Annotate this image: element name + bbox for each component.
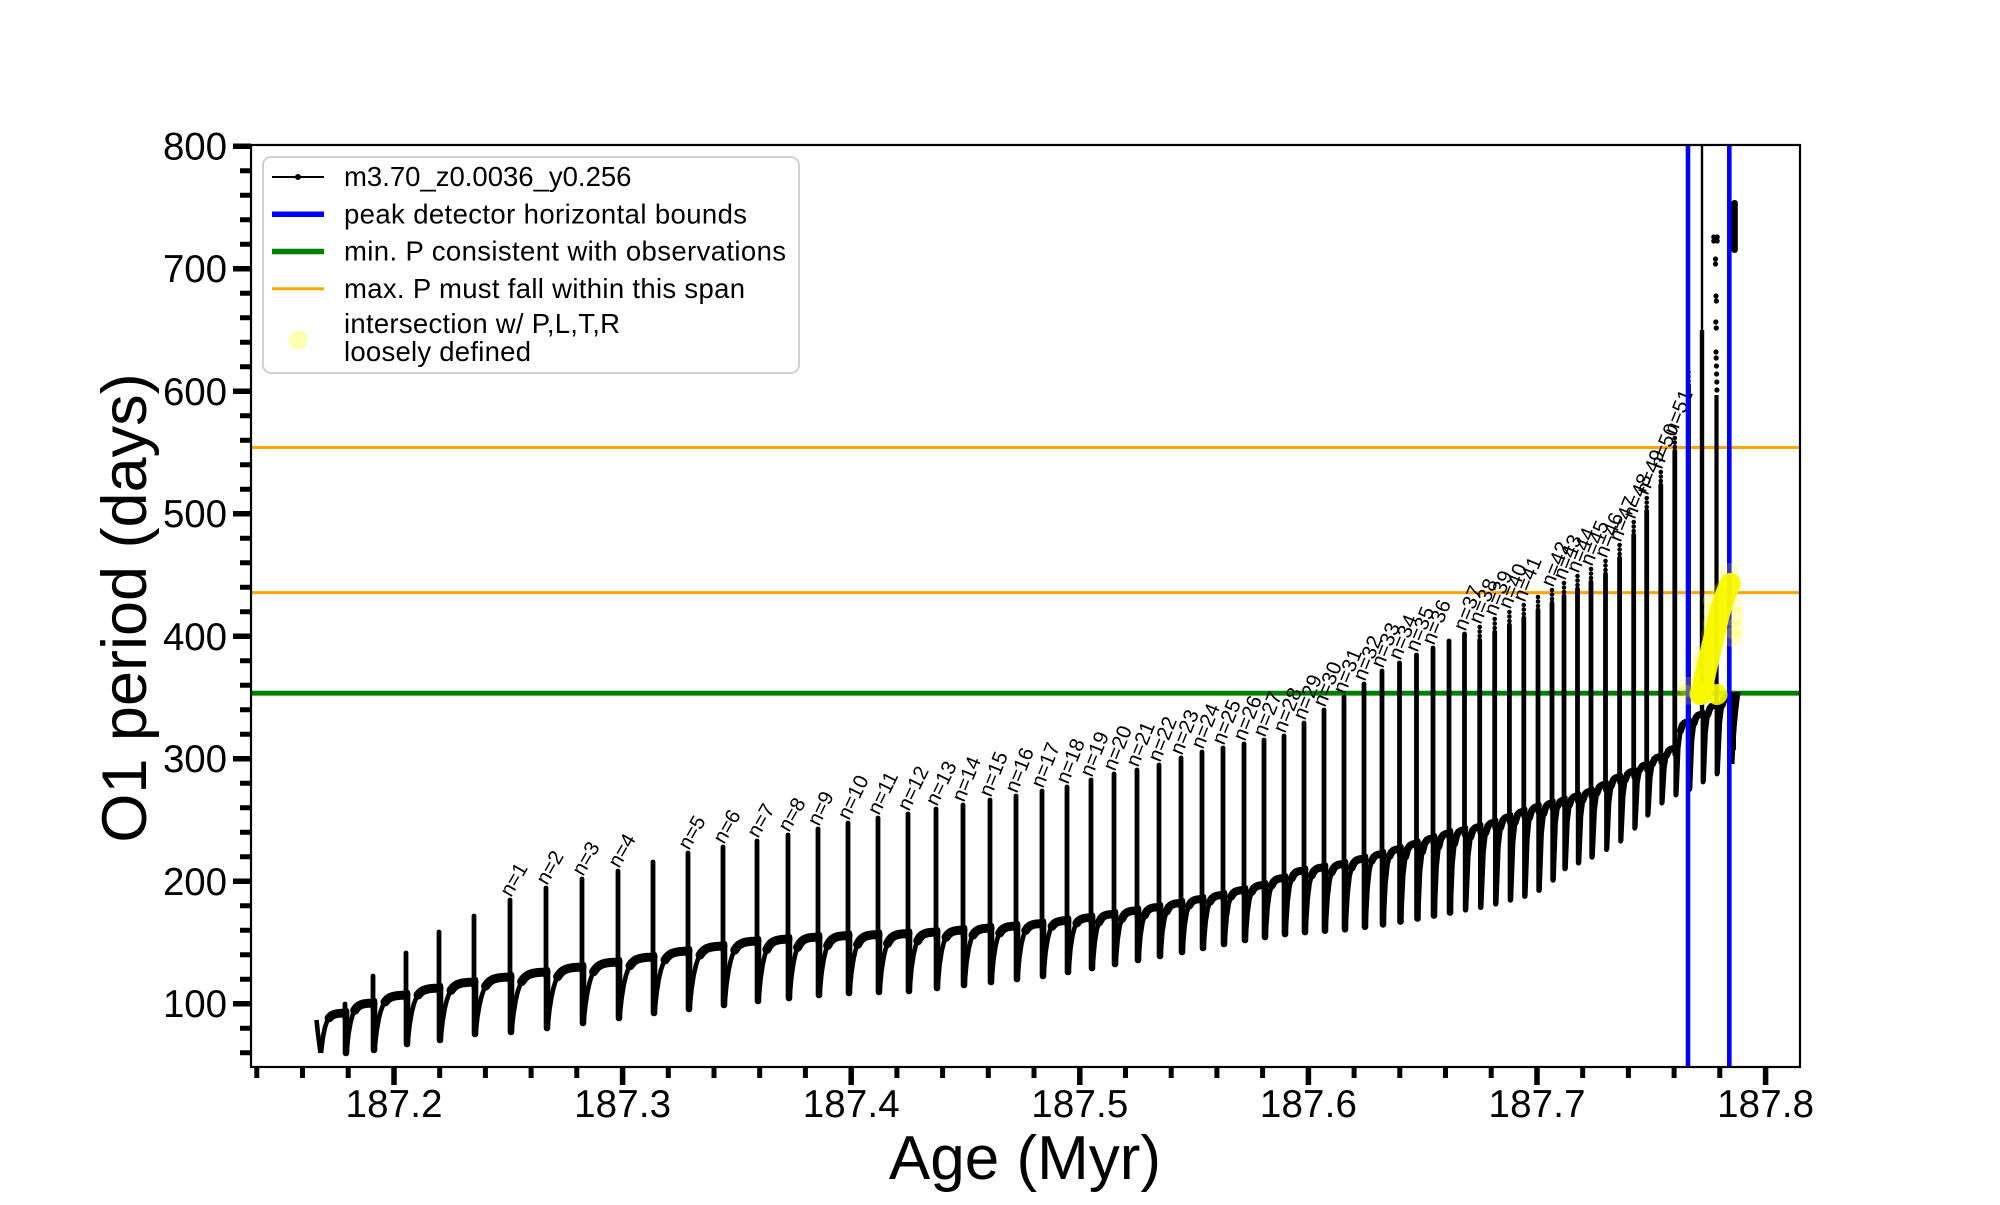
svg-text:187.5: 187.5 xyxy=(1031,1083,1128,1126)
svg-text:100: 100 xyxy=(163,983,227,1026)
svg-text:187.3: 187.3 xyxy=(574,1083,671,1126)
svg-text:187.4: 187.4 xyxy=(803,1083,900,1126)
svg-text:300: 300 xyxy=(163,738,227,781)
svg-text:187.6: 187.6 xyxy=(1260,1083,1357,1126)
svg-text:peak detector horizontal bound: peak detector horizontal bounds xyxy=(344,198,747,229)
svg-text:200: 200 xyxy=(163,861,227,904)
svg-text:intersection w/ P,L,T,R: intersection w/ P,L,T,R xyxy=(344,308,620,339)
svg-text:700: 700 xyxy=(163,248,227,291)
svg-text:187.8: 187.8 xyxy=(1717,1083,1814,1126)
svg-text:187.2: 187.2 xyxy=(346,1083,443,1126)
svg-text:800: 800 xyxy=(163,126,227,169)
svg-text:400: 400 xyxy=(163,616,227,659)
svg-text:O1 period (days): O1 period (days) xyxy=(90,373,160,842)
svg-text:loosely defined: loosely defined xyxy=(344,336,531,367)
svg-text:600: 600 xyxy=(163,371,227,414)
svg-text:min. P consistent with observa: min. P consistent with observations xyxy=(344,236,786,267)
svg-text:Age (Myr): Age (Myr) xyxy=(889,1124,1161,1193)
svg-text:m3.70_z0.0036_y0.256: m3.70_z0.0036_y0.256 xyxy=(344,161,631,192)
svg-text:500: 500 xyxy=(163,493,227,536)
svg-text:187.7: 187.7 xyxy=(1489,1083,1586,1126)
svg-text:max. P must fall within this s: max. P must fall within this span xyxy=(344,273,745,304)
